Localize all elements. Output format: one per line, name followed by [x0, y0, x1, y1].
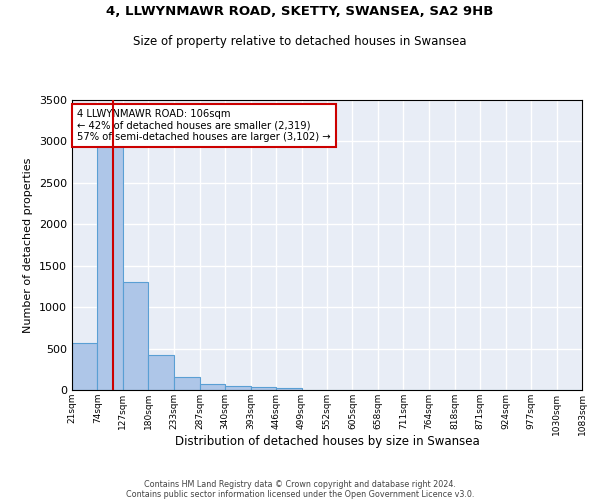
Bar: [174, 377, 200, 390]
Bar: [97, 144, 123, 390]
Text: 4 LLWYNMAWR ROAD: 106sqm
← 42% of detached houses are smaller (2,319)
57% of sem: 4 LLWYNMAWR ROAD: 106sqm ← 42% of detach…: [77, 108, 331, 142]
Bar: [72, 342, 97, 390]
Bar: [276, 388, 302, 390]
Bar: [200, 384, 225, 390]
Text: Distribution of detached houses by size in Swansea: Distribution of detached houses by size …: [175, 435, 479, 448]
Bar: [225, 386, 251, 390]
Text: 4, LLWYNMAWR ROAD, SKETTY, SWANSEA, SA2 9HB: 4, LLWYNMAWR ROAD, SKETTY, SWANSEA, SA2 …: [106, 5, 494, 18]
Bar: [148, 356, 174, 390]
Text: Size of property relative to detached houses in Swansea: Size of property relative to detached ho…: [133, 35, 467, 48]
Bar: [251, 387, 276, 390]
Y-axis label: Number of detached properties: Number of detached properties: [23, 158, 34, 332]
Bar: [123, 282, 148, 390]
Text: Contains HM Land Registry data © Crown copyright and database right 2024.
Contai: Contains HM Land Registry data © Crown c…: [126, 480, 474, 500]
